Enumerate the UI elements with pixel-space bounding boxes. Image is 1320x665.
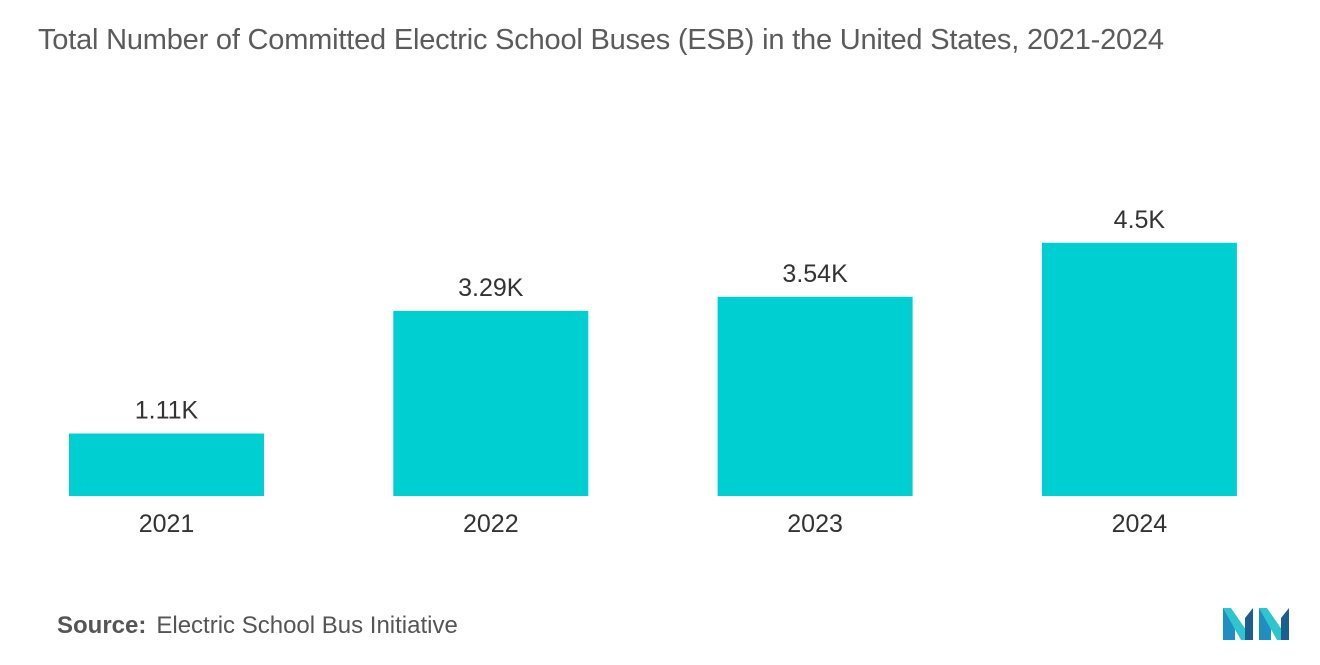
source-value: Electric School Bus Initiative	[156, 612, 458, 639]
data-label-2023: 3.54K	[782, 260, 848, 288]
data-label-2024: 4.5K	[1114, 206, 1166, 234]
bar-2024	[1041, 242, 1237, 496]
source-note: Source: Electric School Bus Initiative	[57, 612, 458, 640]
data-label-2022: 3.29K	[458, 274, 524, 302]
bar-2023	[717, 296, 913, 496]
chart-title: Total Number of Committed Electric Schoo…	[38, 24, 1164, 56]
x-tick-label-2023: 2023	[787, 510, 843, 538]
x-tick-label-2024: 2024	[1112, 510, 1168, 538]
source-key: Source:	[57, 612, 147, 639]
x-tick-label-2021: 2021	[139, 510, 195, 538]
bar-2022	[393, 310, 589, 496]
bar-2021	[69, 433, 264, 496]
bar-chart: 1.11K 2021 3.29K 2022 3.54K 2023 4.5K 2024	[69, 206, 1237, 538]
data-label-2021: 1.11K	[135, 397, 199, 425]
x-tick-label-2022: 2022	[463, 510, 519, 538]
mordor-intelligence-logo-icon	[1223, 608, 1289, 640]
